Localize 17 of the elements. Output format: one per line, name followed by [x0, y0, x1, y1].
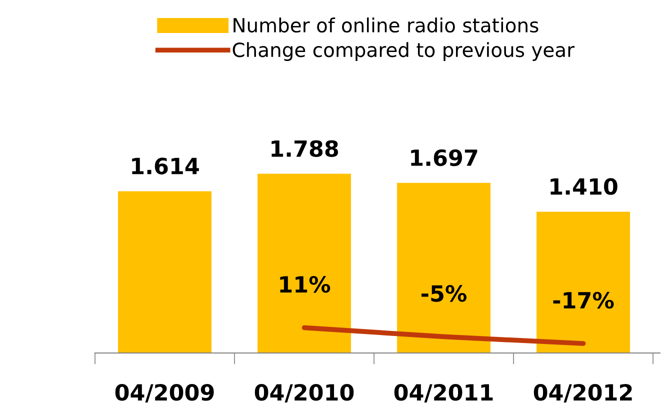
- data-label: 1.410: [550, 178, 618, 195]
- bar: [536, 212, 630, 353]
- x-tick-label: 04/2009: [115, 384, 214, 403]
- bar: [258, 174, 351, 353]
- data-label: 1.697: [411, 149, 478, 166]
- legend-label: Number of online radio stations: [234, 18, 538, 33]
- data-label: -5%: [421, 285, 467, 302]
- data-label: 11%: [280, 276, 330, 293]
- legend-label: Change compared to previous year: [232, 42, 575, 61]
- bar: [397, 182, 490, 353]
- x-tick-label: 04/2010: [254, 384, 354, 403]
- x-tick-label: 04/2011: [394, 384, 493, 403]
- data-label: 1.614: [132, 158, 199, 174]
- bar: [118, 191, 212, 353]
- data-label: -17%: [553, 292, 614, 309]
- x-tick-label: 04/2012: [534, 384, 632, 403]
- data-label: 1.788: [272, 140, 338, 158]
